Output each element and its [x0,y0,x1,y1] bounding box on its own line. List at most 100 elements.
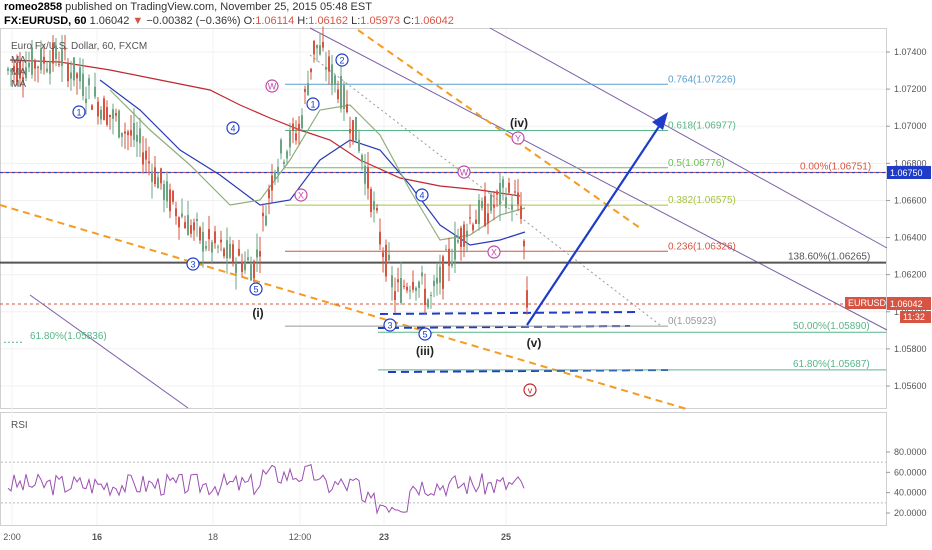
candle-body [331,64,333,86]
y-tick-label: 1.07200 [894,84,927,94]
candle-body [259,250,261,257]
candle-body [304,89,306,92]
ma-red-line [9,59,521,197]
candle-body [337,89,339,100]
projection-arrow[interactable] [526,121,663,326]
price-change: −0.00382 (−0.36%) [146,15,241,27]
candle-body [241,261,243,273]
candle-body [307,83,309,95]
wave-label: (iv) [510,116,528,130]
arrow-head-icon [652,112,668,130]
candle-body [88,78,90,86]
candle-body [271,175,273,191]
wave-circle-label: 4 [419,191,424,201]
candle-body [139,128,141,144]
candle-body [301,115,303,129]
wave-circle [265,79,279,93]
candle-body [361,154,363,163]
candle-body [55,45,57,59]
wave-circle-label: Y [515,134,521,144]
rsi-tick-label: 40.0000 [894,488,927,498]
candle-body [247,257,249,260]
y-tick-label: 1.05800 [894,344,927,354]
candle-body [415,287,417,291]
wave-circle-label: W [460,168,469,178]
candle-body [16,62,18,83]
wave-circle [511,131,525,145]
candle-body [505,197,507,208]
candle-body [121,132,123,137]
channel-lower-line[interactable] [29,294,189,409]
candle-body [187,215,189,236]
low-value: 1.05973 [360,15,401,27]
time-axis[interactable]: 2:00 16 18 12:00 23 25 [3,532,511,542]
wave-circle [415,188,429,202]
candle-body [112,109,114,119]
candle-body [58,63,60,65]
candles [7,26,528,315]
candle-body [73,57,75,81]
orange-trendline-upper[interactable] [357,29,641,229]
candle-body [493,204,495,208]
candle-body [328,56,330,72]
candle-body [160,168,162,184]
symbol-label[interactable]: FX:EURUSD, 60 [4,15,87,27]
candle-body [268,189,270,199]
candle-body [94,86,96,97]
low-label: L: [351,15,361,27]
y-tick-label: 1.06200 [894,270,927,280]
open-value: 1.06114 [255,15,295,27]
fib-levels: 0.764(1.07226) 0.618(1.06977) 0.5(1.06776)… [0,74,886,371]
candle-body [469,217,471,219]
candle-body [133,123,135,141]
candle-body [100,109,102,120]
publish-info: published on TradingView.com, November 2… [65,1,372,13]
candle-body [238,248,240,256]
channel-top-line[interactable] [489,27,888,249]
candle-body [64,47,66,50]
support-line-1[interactable] [379,311,637,315]
candle-body [97,101,99,117]
wave-label: (iii) [416,344,434,358]
candle-body [286,151,288,159]
candle-body [472,224,474,231]
wave-label: (i) [252,306,263,320]
candle-body [466,230,468,238]
candle-body [265,215,267,226]
wave-circle [523,383,537,397]
candle-body [376,208,378,211]
price-axis[interactable]: 1.07400 1.07200 1.07000 1.06800 1.06600 1.064… [886,47,927,518]
candle-body [82,73,84,96]
author-name[interactable]: romeo2858 [4,1,63,13]
candle-body [202,231,204,252]
high-label: H: [297,15,309,27]
candle-body [220,239,222,243]
candle-body [124,131,126,134]
candle-body [10,69,12,72]
y-tick-label: 1.06400 [894,233,927,243]
wave-circle-label: 3 [387,321,392,331]
candle-body [142,152,144,165]
support-line-3[interactable] [387,369,669,373]
candle-body [478,199,480,224]
candle-body [157,177,159,189]
wave-circle-label: 5 [422,330,427,340]
wave-circle-label: 2 [339,56,344,66]
candle-body [148,161,150,164]
last-price-tag-text: 1.06042 [890,299,923,309]
candle-body [310,68,312,73]
candle-body [457,240,459,243]
candle-body [319,45,321,55]
candle-body [67,63,69,82]
wave-labels: (i) (iii) (iv) (v) 1 4 3 5 1 2 4 3 5 W X W X Yv [72,53,541,397]
high-value: 1.06162 [308,15,349,27]
candle-body [403,285,405,287]
candle-body [451,262,453,266]
candle-body [178,217,180,228]
candle-body [358,139,360,152]
candle-body [487,213,489,224]
candle-body [427,299,429,308]
channel-upper-line[interactable] [309,27,888,331]
wave-circle-label: X [298,191,304,201]
